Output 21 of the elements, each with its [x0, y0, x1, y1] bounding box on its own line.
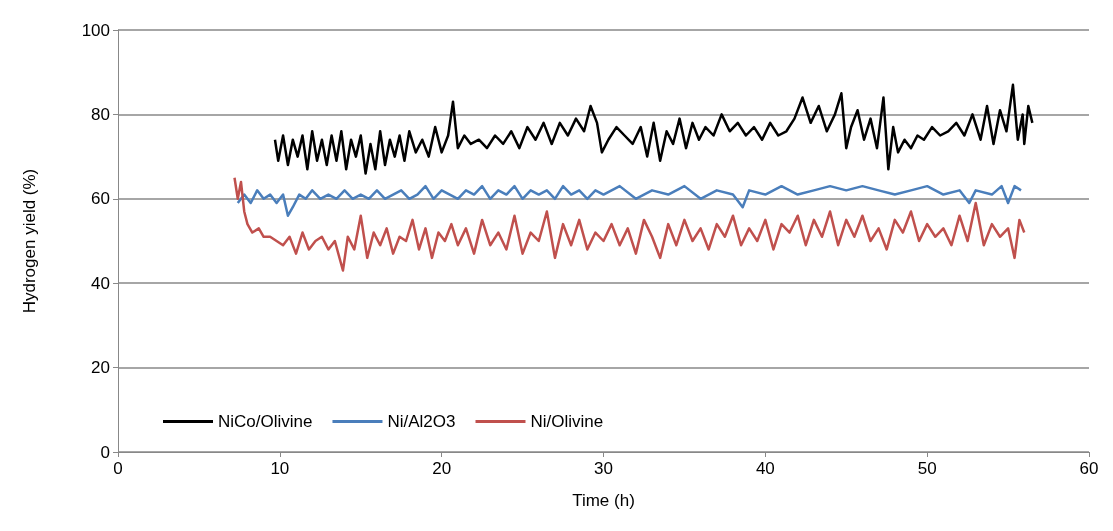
y-tick-label: 40 [91, 273, 110, 293]
y-tick-label: 60 [91, 189, 110, 209]
y-tick-label: 20 [91, 358, 110, 378]
legend-label: Ni/Olivine [530, 412, 604, 431]
y-tick-label: 100 [81, 20, 110, 40]
x-tick-label: 30 [594, 459, 613, 478]
x-tick-label: 40 [755, 459, 775, 478]
line-series [236, 184, 1023, 217]
line-series [273, 83, 1034, 175]
x-tick-label: 0 [113, 459, 123, 478]
line-series [233, 176, 1026, 272]
x-tick-label: 20 [432, 459, 452, 478]
x-tick-label: 50 [917, 459, 937, 478]
y-tick-label: 0 [100, 442, 110, 462]
y-tick-label: 80 [91, 104, 110, 124]
x-tick-label: 10 [270, 459, 290, 478]
x-axis-title: Time (h) [572, 491, 635, 510]
y-axis-title: Hydrogen yield (%) [20, 168, 39, 314]
legend-label: NiCo/Olivine [218, 412, 313, 431]
x-tick-label: 60 [1079, 459, 1099, 478]
legend-label: Ni/Al2O3 [387, 412, 456, 431]
